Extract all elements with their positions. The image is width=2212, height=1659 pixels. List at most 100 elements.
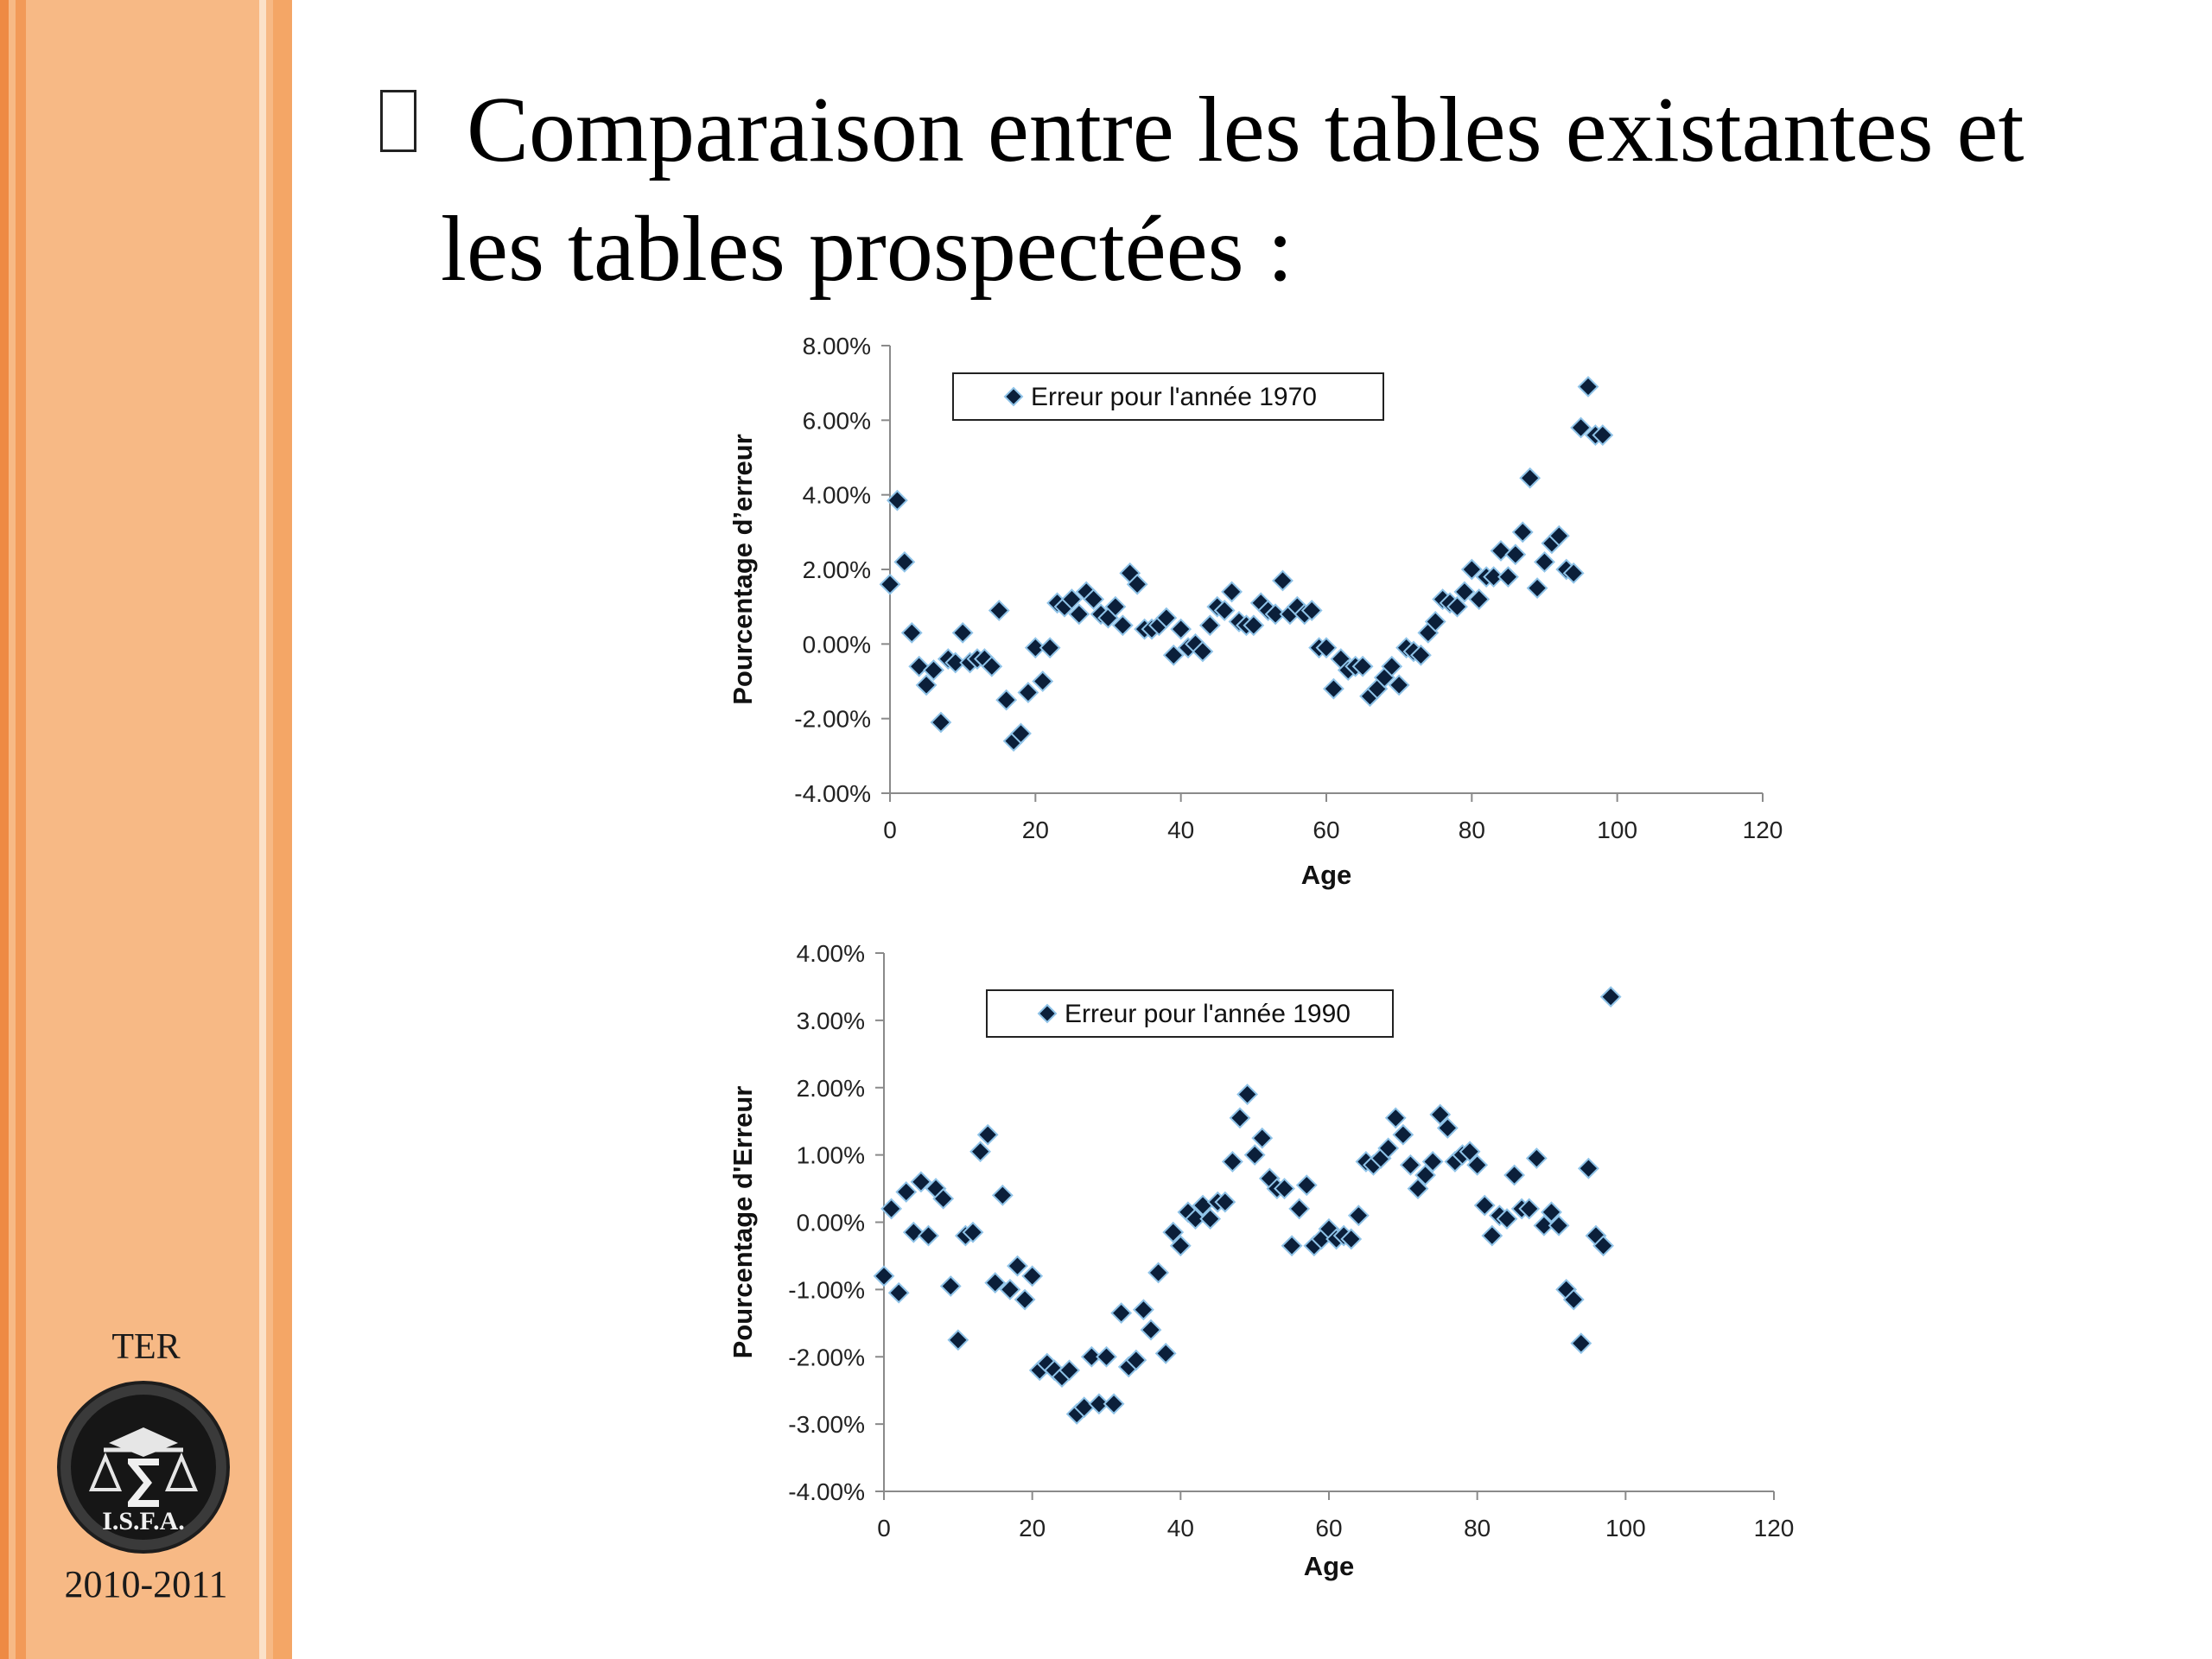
data-point: [981, 655, 1003, 677]
data-point: [1570, 416, 1592, 439]
data-point: [1021, 1265, 1044, 1287]
data-point: [895, 1181, 918, 1203]
legend-label: Erreur pour l'année 1990: [1065, 1000, 1351, 1028]
data-point: [900, 621, 923, 644]
data-point: [1381, 655, 1403, 677]
data-point: [1468, 588, 1491, 610]
data-point: [1511, 521, 1534, 543]
y-tick-label: 3.00%: [797, 1007, 865, 1034]
data-point: [873, 1265, 895, 1287]
data-point: [1096, 1345, 1117, 1368]
data-point: [1497, 566, 1519, 588]
data-point: [1459, 1141, 1481, 1163]
data-point: [1453, 581, 1476, 603]
data-point: [1192, 640, 1214, 663]
x-tick-label: 120: [1743, 817, 1783, 843]
data-point: [1185, 1208, 1206, 1230]
data-point: [969, 1141, 991, 1163]
y-tick-label: 0.00%: [797, 1210, 865, 1236]
y-tick-label: 4.00%: [803, 482, 871, 509]
data-point: [1103, 1393, 1125, 1415]
data-point: [1155, 607, 1178, 629]
data-point: [951, 621, 974, 644]
data-point: [1083, 588, 1105, 610]
data-point: [1125, 1349, 1147, 1371]
x-tick-label: 20: [1019, 1515, 1046, 1541]
data-point: [1562, 1288, 1585, 1311]
data-point: [991, 1184, 1014, 1206]
data-point: [1170, 618, 1192, 640]
data-point: [1110, 1302, 1133, 1325]
data-point: [1221, 581, 1243, 603]
data-point: [1007, 1255, 1028, 1277]
sidebar-stripe: [0, 0, 9, 1659]
data-point: [1213, 600, 1236, 621]
data-point: [1061, 588, 1083, 610]
y-tick-label: 1.00%: [797, 1142, 865, 1169]
data-point: [1384, 1107, 1407, 1129]
data-point: [902, 1221, 925, 1243]
data-point: [1088, 1393, 1110, 1415]
data-point: [1323, 677, 1344, 700]
data-point: [1147, 1262, 1169, 1284]
legend-box: [952, 372, 1384, 421]
data-point: [1578, 1157, 1599, 1179]
data-point: [944, 652, 967, 674]
data-point: [1264, 603, 1287, 626]
data-point: [1010, 722, 1032, 745]
data-point: [1080, 1345, 1103, 1368]
x-tick-label: 40: [1167, 1515, 1194, 1541]
data-point: [1519, 467, 1541, 489]
x-tick-label: 40: [1167, 817, 1194, 843]
data-point: [1504, 543, 1527, 566]
slide-title-box: Comparaison entre les tables existantes …: [372, 71, 2186, 309]
data-point: [930, 711, 952, 734]
sidebar-stripe: [16, 0, 26, 1659]
data-point: [1251, 1127, 1274, 1149]
data-point: [1243, 614, 1265, 637]
data-point: [1133, 1299, 1154, 1321]
data-point: [1032, 671, 1054, 692]
x-tick-label: 80: [1459, 817, 1485, 843]
x-tick-label: 20: [1022, 817, 1049, 843]
data-point: [1388, 674, 1410, 696]
data-point: [915, 674, 938, 696]
data-point: [1347, 1205, 1370, 1227]
data-point: [1446, 595, 1468, 618]
data-point: [1526, 577, 1548, 599]
y-tick-label: 2.00%: [803, 556, 871, 583]
data-point: [1024, 637, 1046, 659]
data-point: [1315, 637, 1338, 659]
slide-title-line2: les tables prospectées :: [441, 198, 1294, 301]
data-point: [1548, 524, 1570, 547]
data-point: [976, 1123, 999, 1146]
x-axis-title: Age: [1301, 860, 1352, 890]
bullet-box-icon: [380, 90, 416, 152]
sidebar-years: 2010-2011: [64, 1563, 228, 1605]
x-tick-label: 80: [1464, 1515, 1491, 1541]
y-tick-label: 4.00%: [797, 940, 865, 967]
data-point: [908, 655, 931, 677]
data-point: [1473, 1194, 1496, 1217]
data-point: [1424, 611, 1446, 632]
data-point: [1058, 1359, 1080, 1382]
y-tick-label: -2.00%: [794, 706, 871, 733]
data-point: [1126, 573, 1148, 595]
x-tick-label: 60: [1315, 1515, 1342, 1541]
sidebar: TER I.S.F.A. 2010-2011: [0, 0, 292, 1659]
data-point: [1377, 1137, 1400, 1160]
data-point: [1104, 595, 1127, 618]
data-point: [932, 1187, 955, 1210]
data-point: [1014, 1288, 1036, 1311]
data-point: [893, 550, 916, 573]
y-tick-label: -4.00%: [788, 1478, 865, 1505]
sidebar-stripe: [259, 0, 266, 1659]
data-point: [1351, 655, 1374, 677]
data-point: [1198, 614, 1221, 637]
sidebar-label: TER: [111, 1327, 181, 1367]
data-point: [1400, 1154, 1421, 1176]
data-point: [1222, 1150, 1243, 1173]
x-axis-title: Age: [1304, 1551, 1355, 1581]
